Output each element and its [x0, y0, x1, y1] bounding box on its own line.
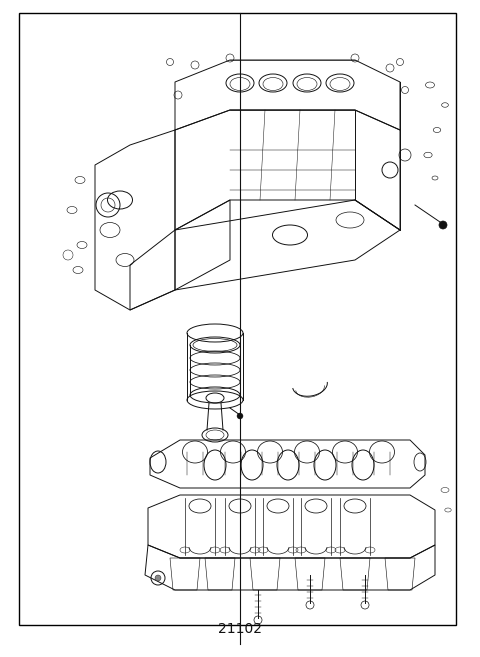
Text: 21102: 21102	[218, 622, 262, 636]
Circle shape	[439, 221, 447, 229]
Circle shape	[155, 575, 161, 581]
Circle shape	[237, 413, 243, 419]
